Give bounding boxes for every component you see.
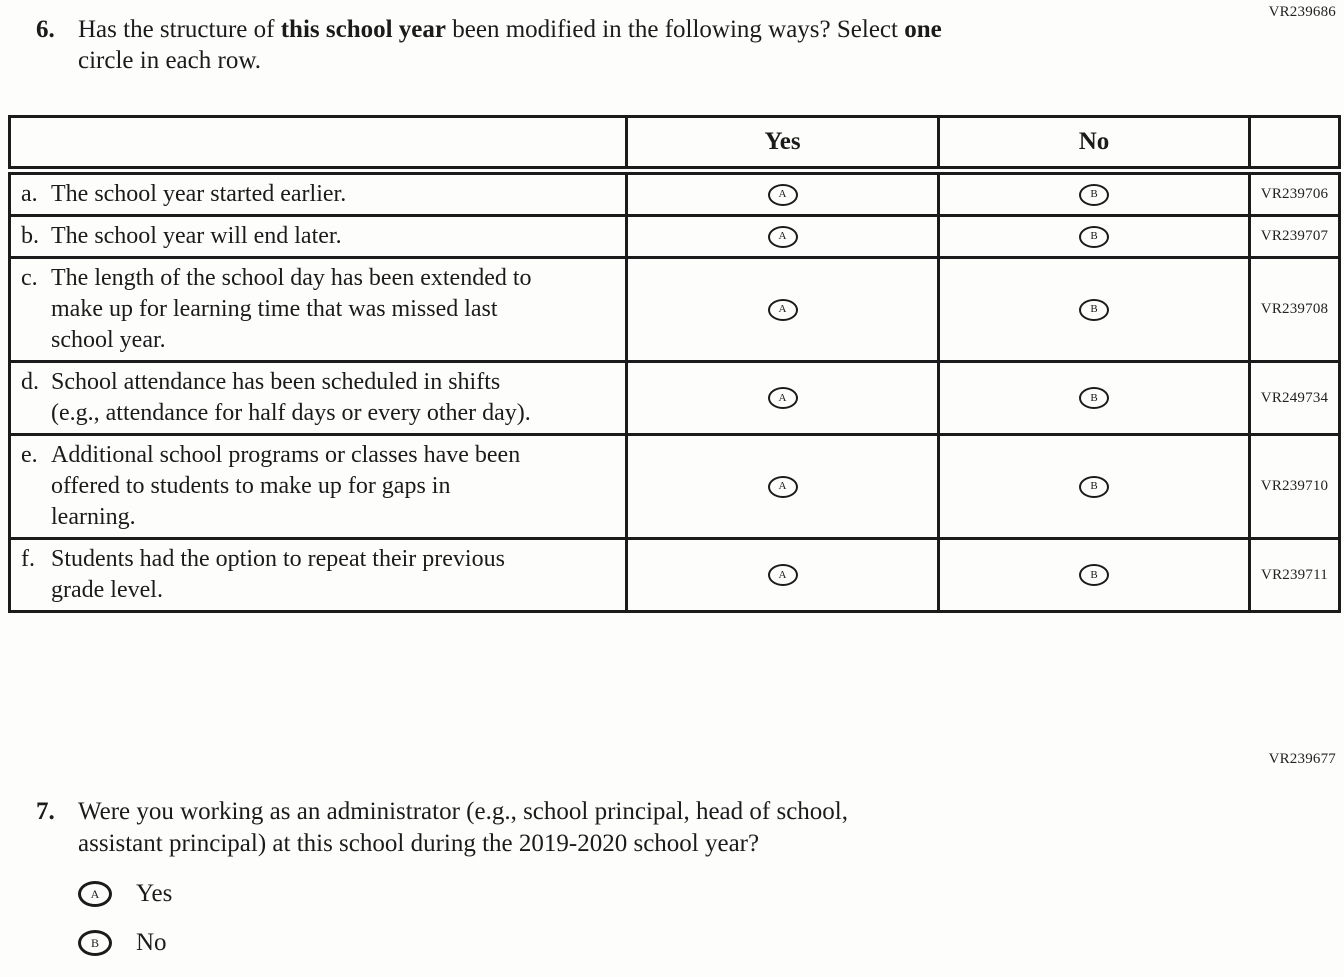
yes-option-bubble[interactable]: A <box>767 387 798 409</box>
row-letter: f. <box>21 546 35 572</box>
yes-cell: A <box>625 214 940 259</box>
yes-option-bubble[interactable]: A <box>767 298 798 321</box>
statement-cell: f. Students had the option to repeat thei… <box>8 537 628 613</box>
row-statement-text: The school year will end later. <box>51 223 342 249</box>
no-option-bubble[interactable]: B <box>1079 564 1109 586</box>
yes-cell: A <box>625 256 940 363</box>
statement-inner: b. The school year will end later. <box>11 221 619 252</box>
row-variable-code: VR239707 <box>1248 214 1341 259</box>
row-variable-code: VR239711 <box>1248 537 1341 613</box>
q6-text-segment: circle in each row. <box>78 47 261 74</box>
no-option-bubble[interactable]: B <box>1079 387 1109 409</box>
statement-cell: c. The length of the school day has been … <box>8 256 628 363</box>
question-6-number: 6. <box>36 16 55 43</box>
q6-text-segment: one <box>904 16 942 43</box>
row-variable-code: VR239706 <box>1248 169 1341 217</box>
table-row: a. The school year started earlier. A B VR23… <box>8 169 1341 217</box>
row-statement-text: School attendance has been scheduled in … <box>51 369 531 426</box>
yes-cell: A <box>625 537 940 613</box>
table-row: b. The school year will end later. A B VR239… <box>8 214 1341 259</box>
yes-cell: A <box>625 360 940 436</box>
q7-option-row: B No <box>78 927 848 959</box>
statement-cell: b. The school year will end later. <box>8 214 628 259</box>
q6-response-table: Yes No a. The school year started earlier… <box>8 115 1341 613</box>
q7-body: Were you working as an administrator (e.… <box>78 796 848 959</box>
yes-cell: A <box>625 433 940 540</box>
q7-line: Were you working as an administrator (e.… <box>78 798 848 825</box>
statement-inner: c. The length of the school day has been … <box>11 263 619 356</box>
q7-option-label: Yes <box>136 880 173 907</box>
row-letter: d. <box>21 369 39 395</box>
row-letter: b. <box>21 223 39 249</box>
row-variable-code: VR249734 <box>1248 360 1341 436</box>
q7-option-row: A Yes <box>78 878 848 910</box>
no-option-bubble[interactable]: B <box>1079 225 1109 248</box>
table-row: f. Students had the option to repeat thei… <box>8 537 1341 613</box>
q7-line: assistant principal) at this school duri… <box>78 830 760 857</box>
q7-option-bubble[interactable]: B <box>78 930 112 956</box>
no-column-header: No <box>937 115 1251 175</box>
no-option-bubble[interactable]: B <box>1079 475 1109 498</box>
yes-option-bubble[interactable]: A <box>767 564 798 586</box>
row-letter: a. <box>21 181 38 207</box>
no-cell: B <box>937 214 1251 259</box>
q6-text-segment: Has the structure of <box>78 16 281 43</box>
table-row: d. School attendance has been scheduled i… <box>8 360 1341 436</box>
yes-cell: A <box>625 169 940 217</box>
row-variable-code: VR239708 <box>1248 256 1341 363</box>
row-statement-text: The length of the school day has been ex… <box>51 265 532 353</box>
row-statement-text: Additional school programs or classes ha… <box>51 442 521 530</box>
yes-option-bubble[interactable]: A <box>767 183 798 206</box>
row-letter: e. <box>21 442 38 468</box>
no-option-bubble[interactable]: B <box>1079 298 1109 321</box>
q6-text-segment: been modified in the following ways? Sel… <box>446 16 905 43</box>
row-statement-text: The school year started earlier. <box>51 181 347 207</box>
table-row: c. The length of the school day has been … <box>8 256 1341 363</box>
no-option-bubble[interactable]: B <box>1079 183 1109 206</box>
question-7-number: 7. <box>36 798 55 825</box>
q7-text: Were you working as an administrator (e.… <box>78 796 848 860</box>
statement-inner: a. The school year started earlier. <box>11 179 619 210</box>
statement-column-header <box>8 115 628 175</box>
yes-option-bubble[interactable]: A <box>767 475 798 498</box>
no-cell: B <box>937 169 1251 217</box>
q6-text: Has the structure of this school year be… <box>78 14 942 76</box>
q7-form-code: VR239677 <box>1268 751 1336 767</box>
q6-text-segment: this school year <box>280 16 446 43</box>
q6-form-code: VR239686 <box>1268 4 1336 20</box>
no-cell: B <box>937 256 1251 363</box>
no-cell: B <box>937 360 1251 436</box>
row-statement-text: Students had the option to repeat their … <box>51 546 505 603</box>
yes-option-bubble[interactable]: A <box>767 225 798 248</box>
row-variable-code: VR239710 <box>1248 433 1341 540</box>
row-letter: c. <box>21 265 38 291</box>
yes-column-header: Yes <box>625 115 940 175</box>
q7-option-label: No <box>136 929 167 956</box>
code-column-header <box>1248 115 1341 175</box>
q7-options: A Yes B No <box>78 878 848 959</box>
no-cell: B <box>937 537 1251 613</box>
table-header-row: Yes No <box>8 115 1341 175</box>
question-7: 7. Were you working as an administrator … <box>36 796 848 959</box>
table-row: e. Additional school programs or classes … <box>8 433 1341 540</box>
statement-cell: e. Additional school programs or classes … <box>8 433 628 540</box>
statement-inner: e. Additional school programs or classes … <box>11 440 619 533</box>
q6-line: circle in each row. <box>78 45 942 76</box>
no-cell: B <box>937 433 1251 540</box>
q7-option-bubble[interactable]: A <box>78 881 112 907</box>
question-6: 6. Has the structure of this school year… <box>36 14 942 76</box>
statement-cell: a. The school year started earlier. <box>8 169 628 217</box>
statement-cell: d. School attendance has been scheduled i… <box>8 360 628 436</box>
statement-inner: d. School attendance has been scheduled i… <box>11 367 619 429</box>
statement-inner: f. Students had the option to repeat thei… <box>11 544 619 606</box>
q6-line: Has the structure of this school year be… <box>78 14 942 45</box>
